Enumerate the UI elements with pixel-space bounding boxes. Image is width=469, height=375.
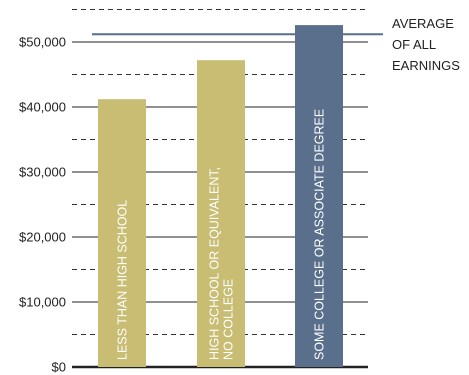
bar-category-label: SOME COLLEGE OR ASSOCIATE DEGREE [313, 109, 327, 360]
y-tick-label: $40,000 [19, 100, 66, 115]
y-axis-labels: $0 $10,000 $20,000 $30,000 $40,000 $50,000 [19, 35, 66, 375]
bar-category-label-line: LESS THAN HIGH SCHOOL [116, 200, 130, 360]
y-tick-label: $0 [52, 360, 66, 375]
y-tick-label: $20,000 [19, 230, 66, 245]
average-label-line: OF ALL [392, 37, 436, 52]
bar [197, 60, 245, 367]
bar-category-label-line: SOME COLLEGE OR ASSOCIATE DEGREE [313, 109, 327, 360]
average-label-line: AVERAGE [392, 16, 454, 31]
bar [295, 25, 343, 367]
bar-category-label-line: HIGH SCHOOL OR EQUIVALENT, [208, 167, 222, 360]
bars [98, 25, 343, 367]
bar-category-label-line: NO COLLEGE [222, 279, 236, 360]
average-label: AVERAGE OF ALL EARNINGS [392, 16, 460, 73]
bar-labels: LESS THAN HIGH SCHOOL HIGH SCHOOL OR EQUI… [116, 109, 327, 360]
y-tick-label: $30,000 [19, 165, 66, 180]
average-label-line: EARNINGS [392, 58, 460, 73]
y-tick-label: $50,000 [19, 35, 66, 50]
average-line-group: AVERAGE OF ALL EARNINGS [92, 16, 460, 73]
bar-category-label: LESS THAN HIGH SCHOOL [116, 200, 130, 360]
bar [98, 99, 146, 367]
bar-category-label: HIGH SCHOOL OR EQUIVALENT, NO COLLEGE [208, 167, 236, 360]
y-tick-label: $10,000 [19, 295, 66, 310]
